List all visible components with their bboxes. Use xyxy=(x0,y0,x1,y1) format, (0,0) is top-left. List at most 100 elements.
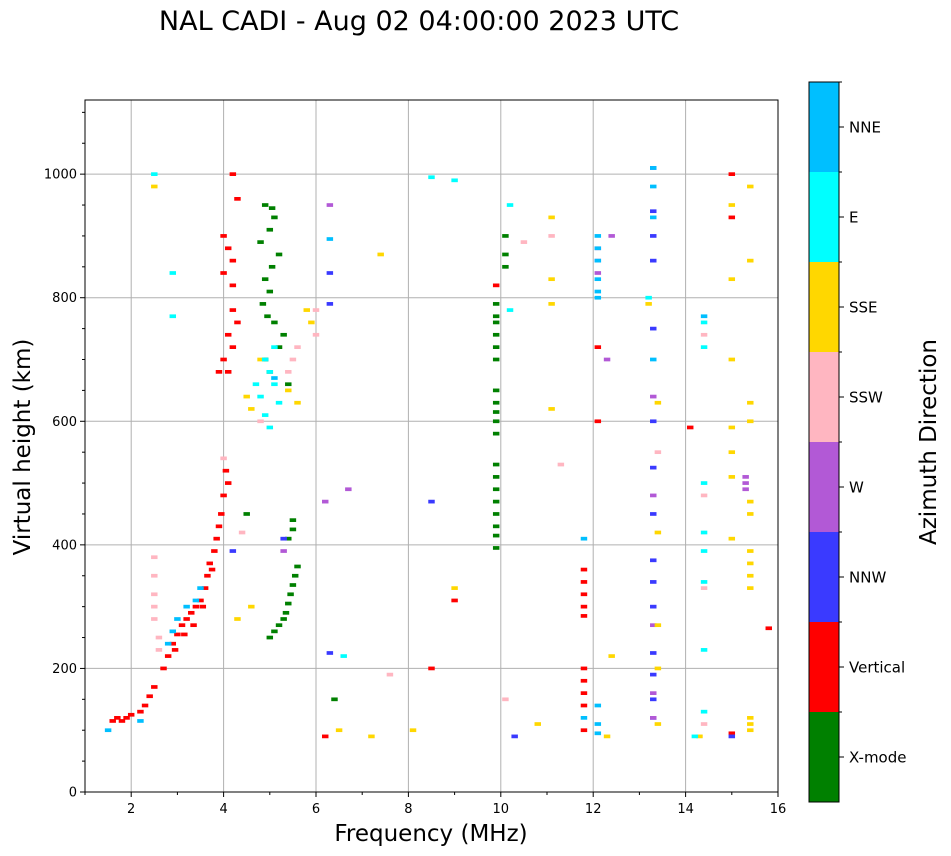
data-point xyxy=(650,493,657,498)
data-point xyxy=(580,691,588,695)
data-point xyxy=(594,258,602,263)
data-point xyxy=(141,703,149,708)
data-point xyxy=(271,376,278,380)
data-point xyxy=(747,716,754,720)
data-point xyxy=(109,719,116,723)
x-tick-label: 12 xyxy=(585,802,602,817)
data-point xyxy=(492,431,500,436)
data-point xyxy=(747,419,754,424)
data-point xyxy=(257,357,264,362)
data-point xyxy=(151,604,158,609)
data-point xyxy=(603,357,611,362)
data-point xyxy=(215,370,223,374)
data-point xyxy=(294,564,301,569)
x-tick-label: 10 xyxy=(493,802,510,817)
data-point xyxy=(492,320,500,325)
data-point xyxy=(742,487,749,492)
data-point xyxy=(747,728,754,733)
data-point xyxy=(234,320,241,325)
data-point xyxy=(169,314,177,319)
data-point xyxy=(728,172,736,176)
data-point xyxy=(137,719,144,723)
colorbar-label-x-mode: X-mode xyxy=(849,749,906,767)
data-point xyxy=(700,549,708,553)
data-point xyxy=(728,215,736,220)
data-point xyxy=(127,712,135,717)
series-nnw xyxy=(229,166,736,739)
data-point xyxy=(174,617,181,621)
data-point xyxy=(197,598,204,603)
data-point xyxy=(580,666,588,671)
data-point xyxy=(312,308,320,312)
data-point xyxy=(594,703,602,708)
data-point xyxy=(492,410,500,414)
data-point xyxy=(451,586,458,590)
data-point xyxy=(201,586,209,590)
data-point xyxy=(650,166,657,170)
series-vertical xyxy=(109,172,772,739)
data-point xyxy=(285,370,292,374)
data-point xyxy=(650,419,657,424)
data-point xyxy=(268,206,276,210)
data-point xyxy=(492,345,500,349)
data-point xyxy=(222,468,230,473)
colorbar-label-e: E xyxy=(849,209,858,227)
data-point xyxy=(594,289,602,294)
data-point xyxy=(151,573,158,578)
data-point xyxy=(700,320,708,325)
data-point xyxy=(650,209,657,214)
data-point xyxy=(650,604,657,609)
data-point xyxy=(580,728,588,733)
data-point xyxy=(289,518,297,522)
data-point xyxy=(243,512,250,516)
data-point xyxy=(650,357,657,362)
data-point xyxy=(289,583,297,587)
data-point xyxy=(266,370,274,374)
data-point xyxy=(502,264,509,269)
data-point xyxy=(492,512,500,516)
data-point xyxy=(178,623,186,628)
y-axis-ticks: 0 200 400 600 800 1000 xyxy=(44,111,85,801)
data-point xyxy=(308,320,315,325)
data-point xyxy=(728,450,736,455)
data-point xyxy=(650,691,657,695)
data-point xyxy=(451,178,458,183)
data-point xyxy=(700,586,708,590)
x-axis-ticks: 2 4 6 8 10 12 14 16 xyxy=(84,792,786,817)
data-point xyxy=(654,623,662,628)
data-point xyxy=(747,573,754,578)
data-point xyxy=(155,635,163,640)
y-axis-label: Virtual height (km) xyxy=(10,339,36,556)
data-point xyxy=(686,425,694,430)
data-point xyxy=(190,623,197,628)
y-tick-label: 0 xyxy=(69,786,77,801)
colorbar-segment xyxy=(809,172,839,262)
data-point xyxy=(123,716,130,720)
data-point xyxy=(650,672,657,677)
data-point xyxy=(289,357,297,362)
data-point xyxy=(594,295,602,300)
colorbar-segment xyxy=(809,622,839,712)
data-point xyxy=(492,314,500,319)
y-tick-label: 400 xyxy=(52,538,77,553)
data-point xyxy=(603,734,611,739)
data-point xyxy=(322,499,329,504)
colorbar-label-vertical: Vertical xyxy=(849,659,905,677)
data-point xyxy=(224,246,232,251)
data-point xyxy=(594,277,602,282)
data-point xyxy=(747,258,754,263)
data-point xyxy=(492,419,500,424)
data-point xyxy=(169,629,177,634)
data-point xyxy=(650,558,657,563)
data-point xyxy=(492,499,500,504)
data-point xyxy=(224,370,232,374)
data-point xyxy=(164,641,172,646)
data-point xyxy=(326,651,334,655)
data-point xyxy=(492,462,500,467)
data-point xyxy=(322,734,329,739)
data-point xyxy=(206,561,213,566)
data-point xyxy=(271,345,278,349)
data-point xyxy=(155,648,163,652)
data-point xyxy=(248,604,255,609)
